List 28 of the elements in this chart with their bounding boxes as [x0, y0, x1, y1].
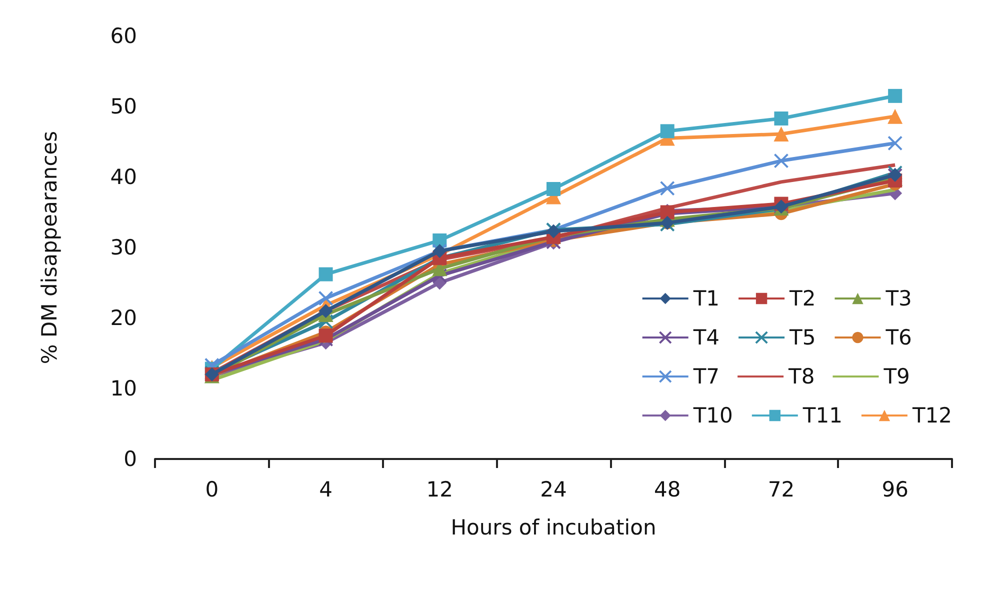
legend-label: T8	[788, 364, 815, 388]
legend-label: T5	[788, 326, 816, 350]
x-tick-label: 48	[654, 478, 681, 502]
legend-label: T4	[692, 326, 720, 350]
x-tick-label: 96	[882, 478, 908, 502]
y-tick-label: 40	[110, 165, 137, 189]
y-tick-label: 50	[110, 94, 137, 118]
x-axis-title: Hours of incubation	[450, 516, 656, 540]
y-tick-label: 0	[124, 447, 137, 471]
legend-label: T1	[692, 286, 720, 310]
legend-label: T3	[884, 286, 912, 310]
legend-label: T12	[911, 404, 952, 428]
y-tick-label: 20	[110, 306, 137, 330]
legend-label: T2	[788, 286, 816, 310]
x-tick-label: 72	[768, 478, 795, 502]
y-tick-label: 10	[110, 376, 137, 400]
y-tick-label: 60	[110, 24, 137, 48]
y-axis-title: % DM disappearances	[38, 130, 62, 364]
x-tick-label: 24	[540, 478, 567, 502]
x-tick-label: 0	[205, 478, 219, 502]
y-tick-label: 30	[110, 236, 137, 260]
x-tick-label: 4	[319, 478, 332, 502]
legend-label: T7	[692, 364, 720, 388]
legend-label: T9	[882, 364, 910, 388]
x-tick-label: 12	[426, 478, 454, 502]
legend-label: T6	[884, 326, 912, 350]
legend-label: T11	[802, 404, 842, 428]
legend-label: T10	[692, 404, 733, 428]
